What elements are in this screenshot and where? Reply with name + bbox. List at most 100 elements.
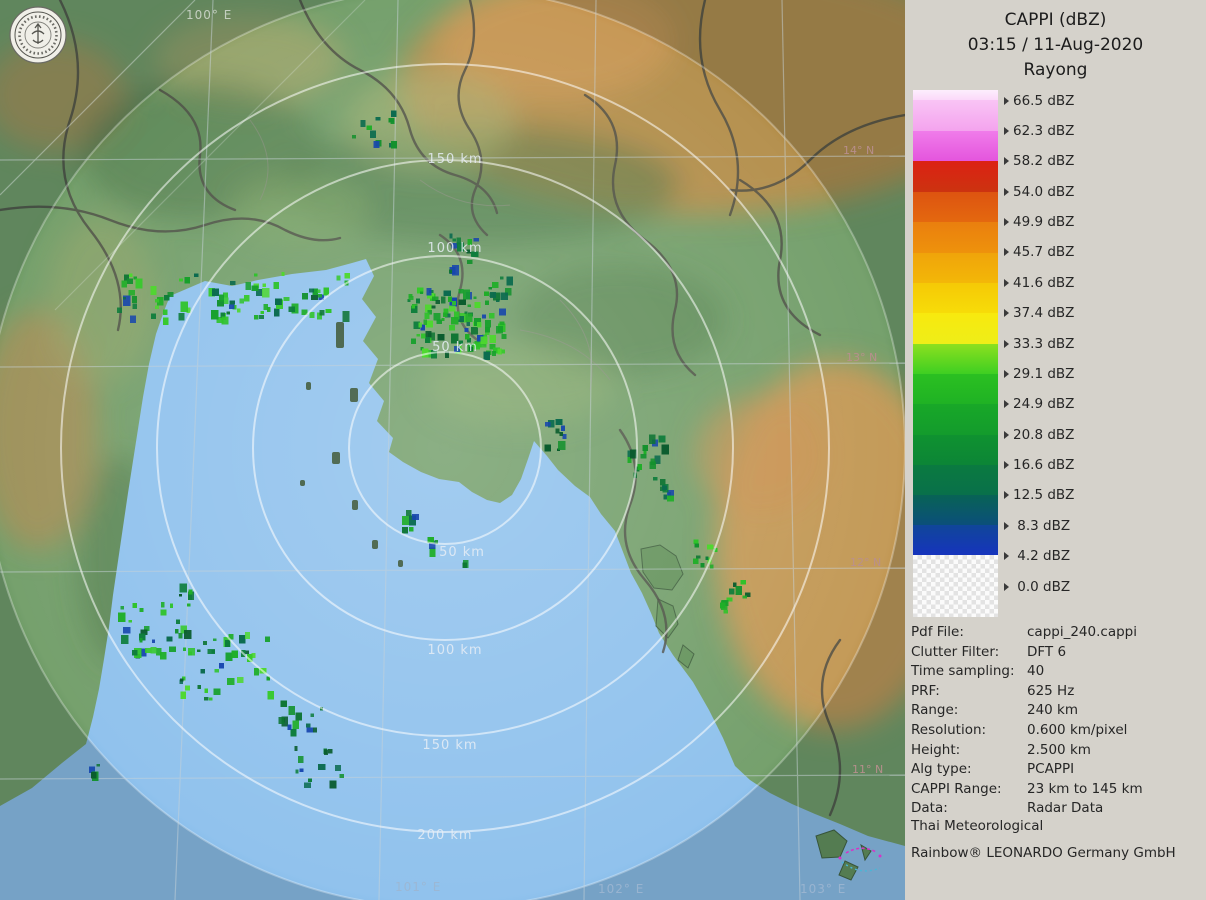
- legend-tick-icon: [1004, 248, 1009, 257]
- dbz-color-scale: [913, 90, 998, 555]
- legend-label: 33.3 dBZ: [1004, 335, 1194, 352]
- legend-tick-icon: [1004, 339, 1009, 348]
- latitude-label: 14° N: [843, 144, 874, 157]
- legend-label: 16.6 dBZ: [1004, 457, 1194, 474]
- metadata-label: PRF:: [911, 682, 940, 699]
- legend-label: 49.9 dBZ: [1004, 214, 1194, 231]
- metadata-label: Clutter Filter:: [911, 643, 1000, 660]
- metadata-row: Clutter Filter: DFT 6: [911, 643, 1206, 663]
- legend-tick-icon: [1004, 218, 1009, 227]
- metadata-value: 2.500 km: [1027, 741, 1091, 758]
- legend-label-text: 66.5 dBZ: [1013, 92, 1075, 109]
- legend-tick-icon: [1004, 491, 1009, 500]
- legend-tick-icon: [1004, 400, 1009, 409]
- legend-label-text: 20.8 dBZ: [1013, 426, 1075, 443]
- metadata-row: Time sampling: 40: [911, 662, 1206, 682]
- legend-tick-icon: [1004, 521, 1009, 530]
- legend-label: 45.7 dBZ: [1004, 244, 1194, 261]
- ring-label: 100 km: [427, 241, 482, 256]
- legend-tick-icon: [1004, 309, 1009, 318]
- metadata-value: DFT 6: [1027, 643, 1067, 660]
- software-credit-line: Rainbow® LEONARDO Germany GmbH: [911, 845, 1176, 861]
- metadata-row: PRF: 625 Hz: [911, 682, 1206, 702]
- legend-tick-icon: [1004, 96, 1009, 105]
- graticule: [0, 0, 905, 900]
- metadata-value: 40: [1027, 663, 1045, 680]
- longitude-label: 100° E: [186, 8, 232, 22]
- legend-tick-icon: [1004, 369, 1009, 378]
- legend-label: 20.8 dBZ: [1004, 426, 1194, 443]
- ring-label: 200 km: [417, 828, 472, 843]
- ring-label: 150 km: [422, 738, 477, 753]
- metadata-row: Resolution: 0.600 km/pixel: [911, 721, 1206, 741]
- legend-label-text: 16.6 dBZ: [1013, 457, 1075, 474]
- metadata-row: Pdf File: cappi_240.cappi: [911, 623, 1206, 643]
- ring-label: 150 km: [427, 152, 482, 167]
- legend-label-text: 33.3 dBZ: [1013, 335, 1075, 352]
- metadata-value: cappi_240.cappi: [1027, 624, 1137, 640]
- metadata-row: Height: 2.500 km: [911, 741, 1206, 761]
- legend-label: 24.9 dBZ: [1004, 396, 1194, 413]
- marine-annotation: [838, 847, 882, 872]
- radar-map: 150 km 100 km 50 km 50 km 100 km 150 km …: [0, 0, 905, 900]
- latitude-label: 12° N: [850, 556, 881, 569]
- legend-label-text: 4.2 dBZ: [1013, 548, 1071, 565]
- metadata-label: CAPPI Range:: [911, 780, 1002, 797]
- product-title: CAPPI (dBZ): [1004, 10, 1107, 30]
- metadata-row: Data: Radar Data: [911, 799, 1206, 819]
- metadata-label: Range:: [911, 702, 959, 719]
- ring-label: 50 km: [439, 545, 485, 560]
- agency-line: Thai Meteorological: [911, 818, 1044, 834]
- product-datetime: 03:15 / 11-Aug-2020: [967, 35, 1144, 55]
- title-block: CAPPI (dBZ) 03:15 / 11-Aug-2020 Rayong: [905, 8, 1206, 83]
- graticule-labels: 100° E 101° E 102° E 103° E 14° N 13° N …: [186, 8, 883, 896]
- legend-label-text: 58.2 dBZ: [1013, 153, 1075, 170]
- product-metadata: Pdf File: cappi_240.cappi Clutter Filter: D…: [911, 623, 1206, 819]
- ring-label: 100 km: [427, 643, 482, 658]
- latitude-label: 11° N: [852, 763, 883, 776]
- dbz-transparent-band: [913, 555, 998, 617]
- longitude-label: 103° E: [800, 882, 846, 896]
- legend-label: 8.3 dBZ: [1004, 517, 1194, 534]
- metadata-value: 240 km: [1027, 702, 1079, 719]
- longitude-label: 102° E: [598, 882, 644, 896]
- legend-label: 37.4 dBZ: [1004, 305, 1194, 322]
- out-of-range-shade: [0, 0, 905, 900]
- metadata-value: 625 Hz: [1027, 682, 1075, 699]
- legend-label: 0.0 dBZ: [1004, 578, 1194, 595]
- station-name: Rayong: [1023, 60, 1088, 80]
- radar-echo-layer: [89, 110, 751, 789]
- metadata-value: 23 km to 145 km: [1027, 780, 1143, 797]
- legend-tick-icon: [1004, 430, 1009, 439]
- legend-label: 41.6 dBZ: [1004, 274, 1194, 291]
- legend-tick-icon: [1004, 187, 1009, 196]
- legend-label-text: 29.1 dBZ: [1013, 365, 1075, 382]
- legend-label-text: 8.3 dBZ: [1013, 517, 1071, 534]
- legend-label: 29.1 dBZ: [1004, 365, 1194, 382]
- metadata-row: Range: 240 km: [911, 701, 1206, 721]
- metadata-label: Data:: [911, 800, 948, 817]
- legend-tick-icon: [1004, 157, 1009, 166]
- legend-tick-icon: [1004, 552, 1009, 561]
- ring-label: 50 km: [432, 340, 478, 355]
- legend-label: 12.5 dBZ: [1004, 487, 1194, 504]
- legend-tick-icon: [1004, 582, 1009, 591]
- range-ring-labels: 150 km 100 km 50 km 50 km 100 km 150 km …: [417, 152, 485, 843]
- metadata-value: 0.600 km/pixel: [1027, 721, 1128, 738]
- legend-label-text: 62.3 dBZ: [1013, 122, 1075, 139]
- metadata-value: Radar Data: [1027, 800, 1104, 817]
- metadata-row: CAPPI Range: 23 km to 145 km: [911, 780, 1206, 800]
- legend-tick-icon: [1004, 461, 1009, 470]
- metadata-label: Pdf File:: [911, 624, 964, 640]
- latitude-label: 13° N: [846, 351, 877, 364]
- metadata-label: Alg type:: [911, 761, 972, 778]
- metadata-label: Time sampling:: [911, 663, 1015, 680]
- tmd-seal-logo: [9, 6, 67, 64]
- metadata-label: Resolution:: [911, 721, 987, 738]
- legend-sidebar: CAPPI (dBZ) 03:15 / 11-Aug-2020 Rayong 6…: [905, 0, 1206, 900]
- legend-label-text: 0.0 dBZ: [1013, 578, 1071, 595]
- metadata-row: Alg type: PCAPPI: [911, 760, 1206, 780]
- legend-label: 62.3 dBZ: [1004, 122, 1194, 139]
- range-rings: [60, 63, 830, 833]
